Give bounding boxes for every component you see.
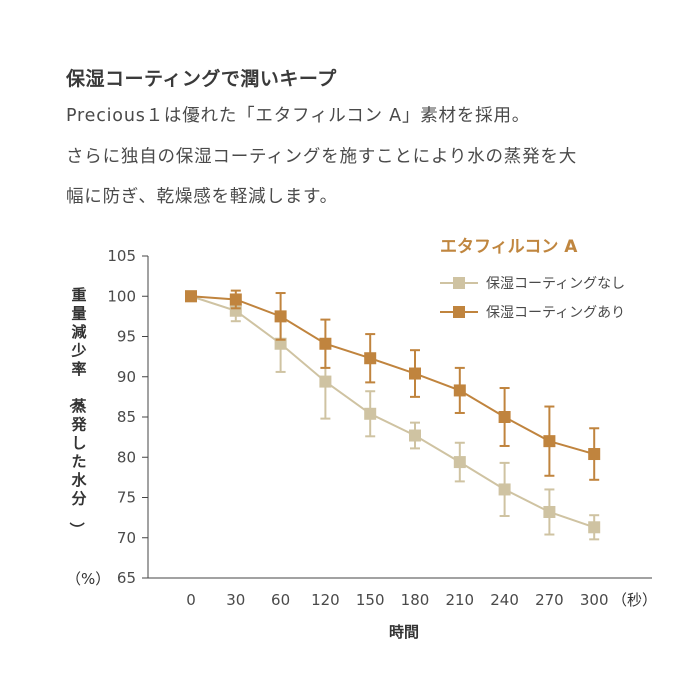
y-tick-label: 80 bbox=[117, 448, 136, 466]
data-point bbox=[409, 367, 421, 380]
data-point bbox=[588, 448, 601, 461]
series-2 bbox=[185, 289, 601, 481]
data-point bbox=[453, 456, 466, 469]
data-point bbox=[274, 337, 287, 350]
y-tick-label: 65 bbox=[117, 569, 136, 587]
headline: 保湿コーティングで潤いキープ bbox=[66, 68, 337, 90]
data-point bbox=[319, 337, 332, 350]
data-point bbox=[453, 384, 466, 397]
data-point bbox=[588, 521, 601, 534]
data-point bbox=[543, 435, 556, 448]
y-tick-label: 105 bbox=[107, 247, 136, 265]
data-point bbox=[274, 310, 287, 323]
legend-title: エタフィルコン A bbox=[440, 237, 578, 257]
y-tick-label: 70 bbox=[117, 529, 136, 547]
data-point bbox=[543, 505, 556, 518]
data-point bbox=[498, 411, 511, 423]
data-point bbox=[319, 375, 332, 388]
x-tick-label: 210 bbox=[445, 591, 474, 609]
y-unit-label: （%） bbox=[66, 570, 110, 588]
legend-marker bbox=[453, 277, 465, 289]
y-tick-label: 75 bbox=[117, 489, 136, 507]
data-point bbox=[364, 352, 377, 365]
legend-label: 保湿コーティングあり bbox=[486, 305, 625, 321]
series-1 bbox=[185, 290, 601, 541]
data-point bbox=[364, 407, 377, 420]
legend-marker bbox=[453, 306, 465, 318]
series-line bbox=[190, 295, 595, 529]
chart-series bbox=[185, 289, 601, 541]
x-tick-label: 300 bbox=[580, 591, 609, 609]
x-axis-label: 時間 bbox=[389, 623, 419, 641]
series-line bbox=[190, 295, 595, 455]
x-tick-label: 120 bbox=[311, 591, 340, 609]
data-point bbox=[229, 293, 242, 306]
data-point bbox=[409, 429, 421, 442]
x-tick-label: 0 bbox=[186, 591, 196, 609]
x-tick-label: 30 bbox=[226, 591, 245, 609]
description-line-1: Precious１は優れた「エタフィルコン A」素材を採用。 bbox=[66, 106, 531, 126]
description-line-2: さらに独自の保湿コーティングを施すことにより水の蒸発を大 bbox=[66, 147, 577, 167]
y-tick-label: 90 bbox=[117, 368, 136, 386]
x-tick-label: 240 bbox=[490, 591, 519, 609]
legend-label: 保湿コーティングなし bbox=[486, 276, 625, 292]
description-line-3: 幅に防ぎ、乾燥感を軽減します。 bbox=[66, 187, 338, 207]
x-unit-label: （秒） bbox=[612, 591, 657, 609]
x-tick-label: 150 bbox=[356, 591, 385, 609]
y-tick-label: 95 bbox=[117, 328, 136, 346]
data-point bbox=[185, 290, 197, 303]
x-tick-label: 180 bbox=[401, 591, 430, 609]
chart-axes: 65 70 75 80 85 90 95 100 105 0 30 60 120 150 180 210 240… bbox=[66, 247, 657, 641]
data-point bbox=[498, 483, 511, 496]
x-tick-label: 270 bbox=[535, 591, 564, 609]
y-tick-label: 85 bbox=[117, 408, 136, 426]
x-tick-label: 60 bbox=[271, 591, 290, 609]
y-axis-label: 重量減少率（蒸発した水分） bbox=[67, 286, 87, 537]
y-tick-label: 100 bbox=[107, 287, 136, 305]
